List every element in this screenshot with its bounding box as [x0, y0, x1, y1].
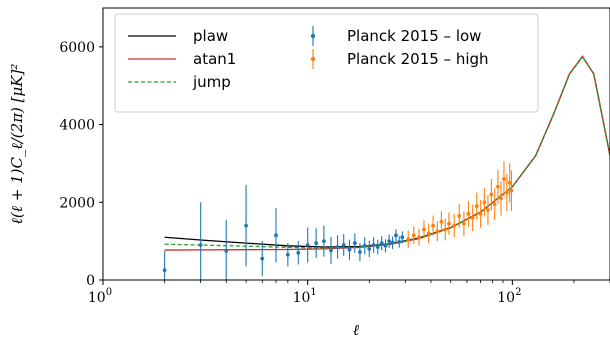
data-point [474, 204, 479, 209]
data-points [162, 161, 514, 280]
data-point [509, 188, 514, 193]
plot-frame [102, 7, 610, 281]
data-point [504, 190, 509, 195]
data-point [400, 235, 405, 240]
y-tick-label: 6000 [59, 40, 95, 56]
x-tick-exponent: 2 [515, 287, 521, 298]
data-point [466, 212, 471, 216]
legend-swatch-point [310, 33, 316, 39]
series-line-jump [164, 55, 610, 249]
data-point [411, 233, 416, 238]
legend-swatch-point [310, 56, 316, 62]
data-point [443, 227, 448, 232]
data-point [244, 223, 248, 228]
data-point [296, 250, 301, 255]
data-point [335, 245, 340, 249]
data-point [371, 243, 376, 247]
data-point [352, 241, 357, 245]
legend-label: plaw [193, 27, 228, 45]
data-point [162, 268, 167, 273]
data-point [198, 243, 203, 247]
data-point [390, 240, 395, 245]
data-point [486, 208, 490, 212]
legend-box [114, 13, 539, 113]
data-point [489, 192, 494, 197]
x-tick-label: 100 [88, 287, 112, 306]
data-point [470, 215, 475, 220]
data-point [367, 247, 372, 251]
data-point [274, 233, 278, 238]
data-point [457, 213, 462, 218]
x-tick-base: 10 [88, 290, 106, 306]
legend: plaw atan1 jump Planck 2015 – low Planck 201… [114, 13, 539, 113]
data-point [224, 248, 229, 253]
x-tick-base: 10 [497, 290, 515, 306]
model-curves [164, 55, 610, 251]
data-point [426, 231, 431, 236]
data-point [394, 233, 398, 238]
data-point [462, 221, 466, 226]
y-tick-label: 4000 [59, 118, 95, 134]
y-tick-label: 0 [86, 273, 95, 289]
data-point [387, 239, 392, 244]
data-point [406, 237, 411, 242]
data-point [362, 243, 367, 248]
x-tick-base: 10 [293, 290, 311, 306]
data-point [417, 235, 421, 240]
data-point [375, 245, 380, 249]
legend-label: Planck 2015 – high [347, 50, 489, 68]
data-point [321, 239, 326, 244]
y-axis-label: ℓ(ℓ + 1)C_ℓ/(2π) [μK]² [8, 64, 26, 225]
x-tick-exponent: 0 [106, 287, 112, 298]
data-point [260, 256, 265, 261]
x-axis-label: ℓ [353, 321, 359, 339]
data-point [507, 180, 512, 185]
legend-label: jump [192, 73, 231, 91]
data-point [358, 250, 362, 254]
data-point [439, 219, 444, 224]
x-tick-exponent: 1 [310, 287, 316, 298]
data-point [341, 243, 346, 247]
data-point [379, 241, 384, 245]
data-point [422, 227, 426, 232]
data-point [383, 243, 388, 248]
data-point [347, 247, 352, 252]
data-point [329, 248, 333, 253]
legend-label: Planck 2015 – low [347, 27, 481, 45]
data-point [435, 229, 440, 234]
data-point [478, 212, 483, 216]
data-point [452, 223, 457, 228]
data-point [431, 223, 435, 228]
data-point [447, 221, 451, 226]
data-point [499, 196, 503, 201]
legend-label: atan1 [193, 50, 236, 68]
x-tick-label: 102 [497, 287, 521, 306]
data-point [285, 252, 290, 257]
data-point [492, 202, 497, 207]
data-point [314, 241, 319, 245]
data-point [496, 184, 500, 189]
data-point [397, 240, 402, 244]
y-tick-label: 2000 [59, 195, 95, 211]
data-point [482, 200, 487, 205]
data-point [502, 177, 506, 181]
x-tick-label: 101 [293, 287, 317, 306]
data-point [305, 243, 310, 247]
